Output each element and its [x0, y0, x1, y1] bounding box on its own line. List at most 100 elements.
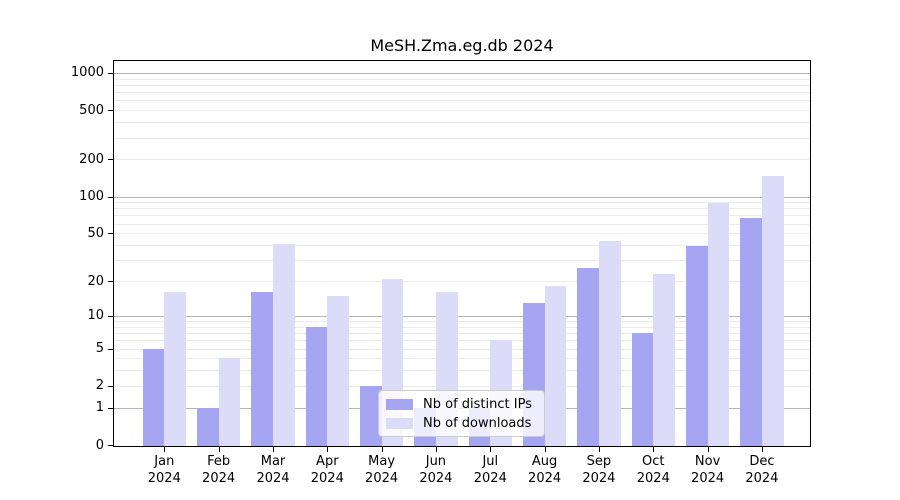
legend-swatch-downloads — [386, 417, 413, 429]
gridline — [114, 196, 810, 198]
bar-distinct-ips-feb — [196, 407, 219, 446]
gridline — [114, 326, 810, 328]
bar-distinct-ips-nov — [685, 246, 708, 446]
bar-downloads-mar — [273, 243, 295, 446]
x-tick-label: Nov 2024 — [691, 454, 725, 486]
bar-distinct-ips-dec — [740, 217, 762, 446]
y-tick-label: 100 — [79, 189, 104, 204]
y-tick — [108, 72, 114, 74]
gridline — [114, 223, 810, 225]
legend: Nb of distinct IPs Nb of downloads — [378, 390, 545, 437]
x-tick — [598, 447, 600, 452]
x-tick — [327, 447, 329, 452]
gridline — [114, 122, 810, 124]
legend-item-downloads: Nb of downloads — [386, 416, 536, 431]
bar-downloads-oct — [653, 273, 675, 446]
y-tick — [108, 159, 114, 161]
bar-downloads-nov — [707, 203, 730, 446]
x-tick — [273, 447, 274, 452]
x-tick-label: Dec 2024 — [745, 454, 779, 486]
gridline — [114, 321, 810, 322]
bar-distinct-ips-oct — [631, 333, 654, 446]
y-tick-label: 1000 — [70, 65, 104, 81]
x-tick-label: Jun 2024 — [419, 454, 453, 486]
y-tick — [108, 407, 114, 409]
y-tick-label: 20 — [87, 273, 104, 289]
gridline — [114, 110, 810, 112]
bar-downloads-apr — [327, 295, 349, 446]
x-tick — [218, 447, 220, 452]
x-tick — [435, 447, 437, 452]
legend-item-distinct-ips: Nb of distinct IPs — [386, 397, 536, 412]
x-tick — [707, 447, 709, 452]
bar-distinct-ips-mar — [251, 292, 273, 446]
bar-distinct-ips-apr — [305, 326, 328, 446]
gridline — [114, 159, 810, 161]
gridline — [114, 281, 810, 282]
x-tick-label: Jan 2024 — [147, 454, 181, 486]
gridline — [114, 84, 810, 86]
y-tick — [108, 445, 114, 446]
gridline — [114, 72, 810, 74]
x-tick-label: Aug 2024 — [528, 454, 562, 486]
legend-label-distinct-ips: Nb of distinct IPs — [423, 396, 532, 412]
legend-swatch-distinct-ips — [386, 398, 413, 410]
x-tick-label: Sep 2024 — [582, 454, 616, 486]
y-tick — [108, 110, 114, 112]
x-tick — [381, 447, 383, 452]
x-tick-label: Feb 2024 — [202, 454, 236, 486]
gridline — [114, 215, 810, 217]
y-tick-label: 200 — [79, 151, 104, 167]
y-tick-label: 2 — [95, 378, 104, 394]
x-tick — [544, 447, 546, 452]
y-tick-label: 5 — [95, 341, 104, 356]
bar-downloads-jan — [164, 292, 186, 446]
y-tick-label: 50 — [87, 225, 104, 241]
gridline — [114, 385, 810, 387]
gridline — [114, 340, 810, 342]
x-tick-label: Oct 2024 — [636, 454, 670, 486]
y-tick-label: 1 — [95, 400, 104, 416]
bar-distinct-ips-sep — [577, 267, 599, 446]
x-tick — [164, 447, 166, 452]
bar-downloads-sep — [598, 241, 621, 446]
x-tick-label: Mar 2024 — [256, 454, 290, 486]
gridline — [114, 333, 810, 334]
x-tick — [490, 447, 492, 452]
gridline — [114, 315, 810, 317]
y-tick — [108, 233, 114, 235]
gridline — [114, 233, 810, 235]
gridline — [114, 245, 810, 246]
y-tick-label: 10 — [87, 308, 104, 324]
y-tick — [108, 348, 114, 350]
gridline — [114, 100, 810, 102]
gridline — [114, 202, 810, 204]
plot-border — [113, 60, 811, 447]
gridline — [114, 208, 810, 210]
bar-downloads-dec — [761, 175, 784, 446]
legend-label-downloads: Nb of downloads — [423, 415, 532, 431]
gridline — [114, 260, 810, 262]
x-tick — [761, 447, 763, 452]
gridline — [114, 370, 810, 372]
y-tick — [108, 385, 114, 387]
bar-distinct-ips-jan — [142, 348, 165, 446]
gridline — [114, 358, 810, 360]
y-tick — [108, 315, 114, 317]
y-tick — [108, 281, 114, 282]
x-tick-label: Jul 2024 — [473, 454, 507, 486]
x-tick-label: Apr 2024 — [310, 454, 344, 486]
y-tick — [108, 196, 114, 198]
bar-distinct-ips-may — [359, 385, 382, 446]
gridline — [114, 92, 810, 94]
bar-downloads-feb — [218, 358, 241, 446]
gridline — [114, 137, 810, 139]
chart-title: MeSH.Zma.eg.db 2024 — [370, 36, 554, 55]
x-tick-label: May 2024 — [365, 454, 399, 486]
bar-downloads-aug — [544, 286, 567, 446]
gridline — [114, 78, 810, 80]
y-tick-label: 500 — [79, 102, 104, 118]
gridline — [114, 348, 810, 350]
y-tick-label: 0 — [95, 437, 104, 453]
